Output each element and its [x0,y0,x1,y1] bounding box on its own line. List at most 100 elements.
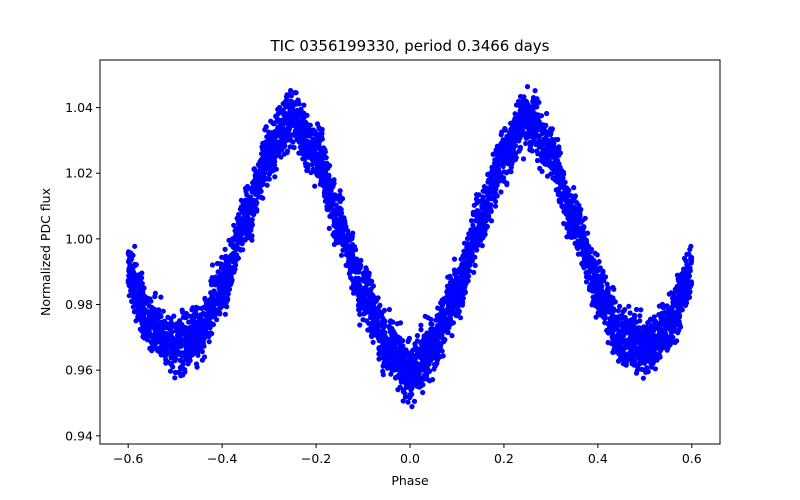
data-point [566,230,572,236]
data-point [242,202,248,208]
data-point [469,234,475,240]
data-point [148,298,154,304]
data-point [371,314,377,320]
data-point [672,339,678,345]
data-point [562,193,569,199]
data-point [155,347,161,354]
data-point [545,149,551,155]
data-point [429,377,436,383]
data-point [542,135,549,141]
data-point [223,289,229,295]
data-point [572,193,579,199]
data-point [203,311,209,317]
data-point [326,176,332,182]
data-point [345,228,351,234]
data-point [638,356,644,362]
data-point [639,366,645,372]
data-point [532,88,538,94]
data-point [524,132,531,138]
data-point [676,319,682,325]
data-point [208,304,214,310]
data-point [266,176,272,182]
data-point [222,246,228,252]
data-point [392,375,399,381]
data-point [217,311,223,317]
data-point [192,305,198,312]
data-point [321,193,328,199]
data-point [191,342,198,348]
data-point [471,269,477,275]
data-point [250,208,256,214]
data-point [392,367,398,373]
data-point [684,251,690,257]
data-point [172,375,178,381]
data-point [179,307,185,313]
data-point [568,193,575,199]
data-point [356,307,362,313]
data-point [354,279,360,285]
data-point [179,350,186,356]
data-point [520,156,527,162]
data-point [623,340,630,346]
data-point [194,335,200,341]
data-point [591,279,597,285]
data-point [489,182,495,188]
data-point [573,211,579,217]
data-point [218,287,224,293]
data-point [164,321,170,327]
data-point [209,262,216,268]
data-point [381,307,387,313]
data-point [660,338,666,344]
data-point [552,153,558,159]
data-point [418,375,424,382]
data-point [288,121,294,127]
data-point [149,313,155,319]
data-point [593,288,599,294]
data-point [184,357,190,363]
data-point [196,316,203,322]
data-point [258,194,265,200]
data-point [199,357,205,363]
data-point [515,133,521,139]
data-point [380,363,386,369]
data-point [331,217,337,223]
data-point [492,198,499,205]
data-point [152,293,158,300]
data-point [512,143,519,149]
data-point [266,171,272,177]
data-point [598,307,604,313]
data-point [400,343,406,349]
data-point [520,107,526,113]
data-point [339,210,345,216]
data-point [353,261,359,267]
data-point [395,334,401,340]
data-point [252,185,258,191]
data-point [687,246,693,252]
data-point [535,116,541,122]
data-point [580,234,586,241]
data-point [529,148,535,154]
data-point [452,268,458,275]
data-point [203,301,209,307]
data-point [424,350,430,356]
data-point [637,313,643,319]
data-point [258,182,264,188]
data-point [384,343,390,349]
data-point [509,161,515,167]
data-point [487,208,493,214]
data-point [243,220,249,226]
data-point [620,309,626,315]
data-point [551,170,557,176]
data-point [643,367,649,373]
data-point [325,199,331,205]
data-point [647,316,654,322]
data-point [498,132,504,138]
data-point [171,351,177,358]
data-point [235,217,241,223]
data-point [187,313,193,319]
data-point [524,111,530,117]
data-point [519,120,525,126]
data-point [414,370,420,376]
data-point [400,338,406,344]
